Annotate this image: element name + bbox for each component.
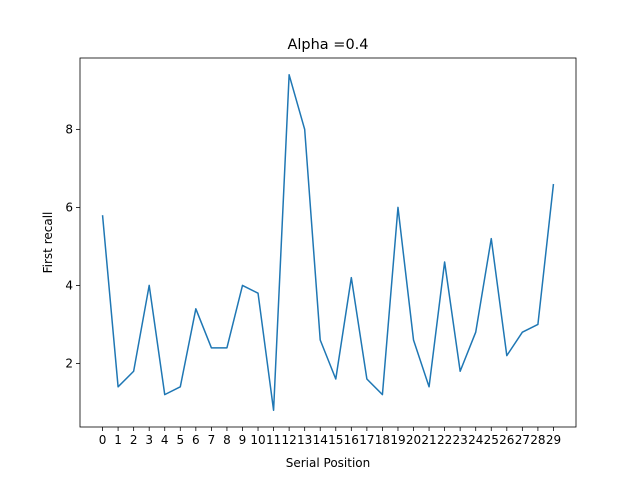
x-tick-label: 28 — [530, 433, 545, 447]
axes-frame — [79, 57, 577, 428]
x-tick-label: 11 — [266, 433, 281, 447]
x-tick-label: 29 — [546, 433, 561, 447]
chart-title: Alpha =0.4 — [287, 37, 368, 53]
x-tick-label: 3 — [145, 433, 153, 447]
y-tick-label: 8 — [65, 122, 73, 136]
x-tick-label: 19 — [390, 433, 405, 447]
x-tick-label: 1 — [114, 433, 122, 447]
x-axis: 0 1 2 3 4 5 6 7 8 9 10 11 12 13 14 15 16 17 18 19 20 21 22 23 24… — [99, 427, 561, 447]
x-tick-label: 13 — [297, 433, 312, 447]
x-tick-label: 2 — [130, 433, 138, 447]
y-axis-label: First recall — [41, 212, 55, 274]
x-tick-label: 6 — [192, 433, 200, 447]
x-tick-label: 20 — [406, 433, 421, 447]
x-tick-label: 17 — [359, 433, 374, 447]
x-tick-label: 9 — [239, 433, 247, 447]
x-tick-label: 23 — [453, 433, 468, 447]
x-tick-label: 14 — [313, 433, 328, 447]
x-tick-label: 15 — [328, 433, 343, 447]
x-tick-label: 4 — [161, 433, 169, 447]
x-tick-label: 21 — [421, 433, 436, 447]
x-tick-label: 7 — [208, 433, 216, 447]
x-tick-label: 22 — [437, 433, 452, 447]
plot-area — [79, 57, 577, 428]
x-tick-label: 18 — [375, 433, 390, 447]
x-axis-label: Serial Position — [286, 456, 371, 470]
y-tick-label: 6 — [65, 200, 73, 214]
x-tick-label: 12 — [281, 433, 296, 447]
x-tick-label: 24 — [468, 433, 483, 447]
x-tick-label: 26 — [499, 433, 514, 447]
x-tick-label: 5 — [176, 433, 184, 447]
x-tick-label: 8 — [223, 433, 231, 447]
y-tick-label: 2 — [65, 356, 73, 370]
x-tick-label: 10 — [250, 433, 265, 447]
series-layer — [101, 74, 555, 411]
x-tick-label: 25 — [484, 433, 499, 447]
x-tick-label: 16 — [344, 433, 359, 447]
y-tick-label: 4 — [65, 278, 73, 292]
y-axis: 2 4 6 8 — [65, 122, 80, 370]
x-tick-label: 0 — [99, 433, 107, 447]
series-line — [101, 74, 555, 411]
x-tick-label: 27 — [515, 433, 530, 447]
